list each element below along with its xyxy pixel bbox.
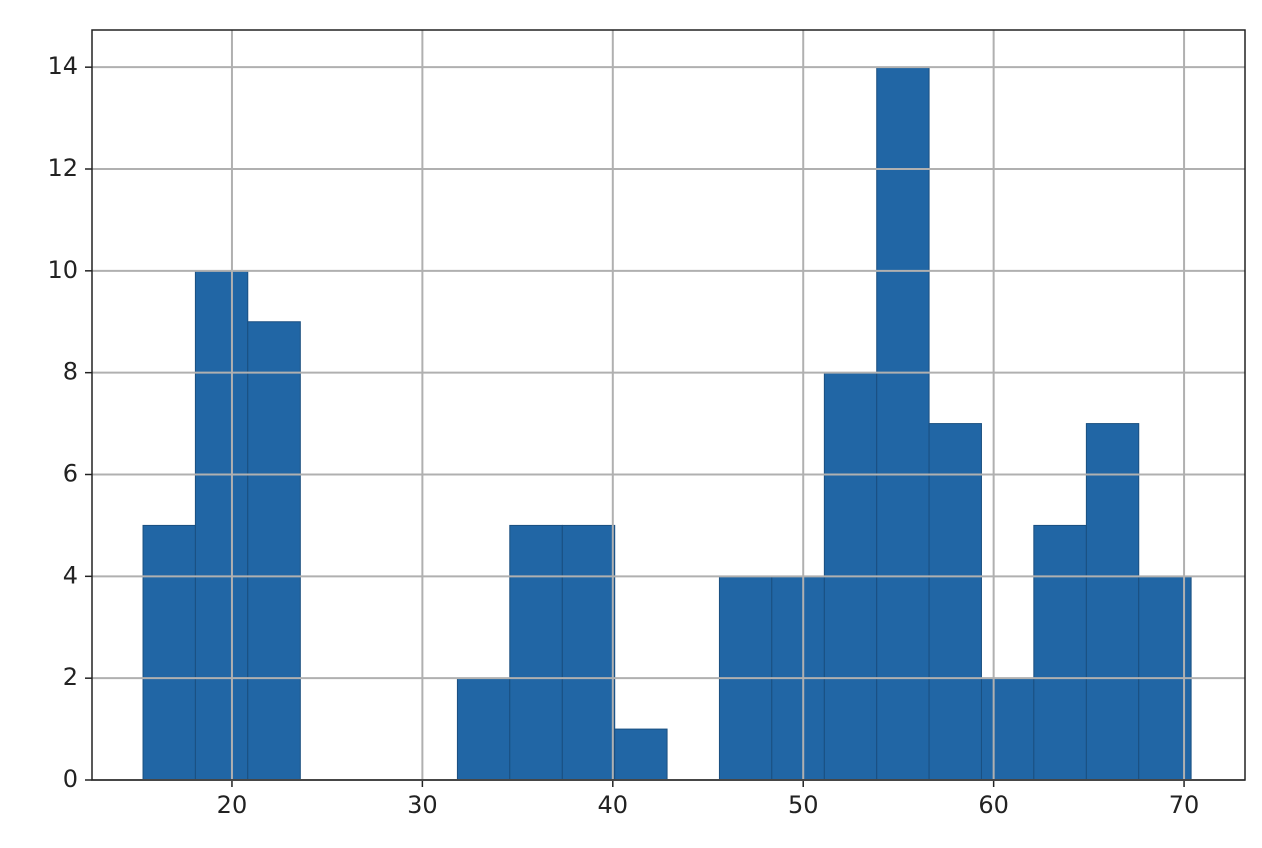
y-tick-label: 6 [63,460,78,488]
bar [142,524,196,781]
bar [509,524,563,781]
y-tick-label: 4 [63,561,78,589]
y-tick-label: 10 [47,256,78,284]
x-tick-label: 50 [788,791,819,819]
bar [456,677,511,781]
y-tick-label: 0 [63,765,78,793]
x-tick-label: 30 [407,791,438,819]
bar [1085,423,1140,781]
bar [876,66,930,781]
bar [928,423,982,781]
bar [194,270,249,781]
plot-frame [91,29,1246,781]
x-tick-label: 20 [217,791,248,819]
x-tick-label: 60 [978,791,1009,819]
y-tick-label: 12 [47,154,78,182]
bar [561,524,616,781]
bar [247,321,301,781]
x-tick-label: 70 [1169,791,1200,819]
y-tick-label: 2 [63,663,78,691]
bar [980,677,1035,781]
bar [1033,524,1087,781]
x-tick-label: 40 [598,791,629,819]
y-tick-label: 8 [63,358,78,386]
y-tick-label: 14 [47,52,78,80]
bar [614,728,668,781]
